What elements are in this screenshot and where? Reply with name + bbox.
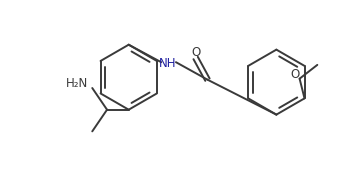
Text: NH: NH	[159, 57, 177, 70]
Text: O: O	[290, 68, 299, 81]
Text: O: O	[191, 46, 200, 59]
Text: H₂N: H₂N	[66, 77, 88, 90]
